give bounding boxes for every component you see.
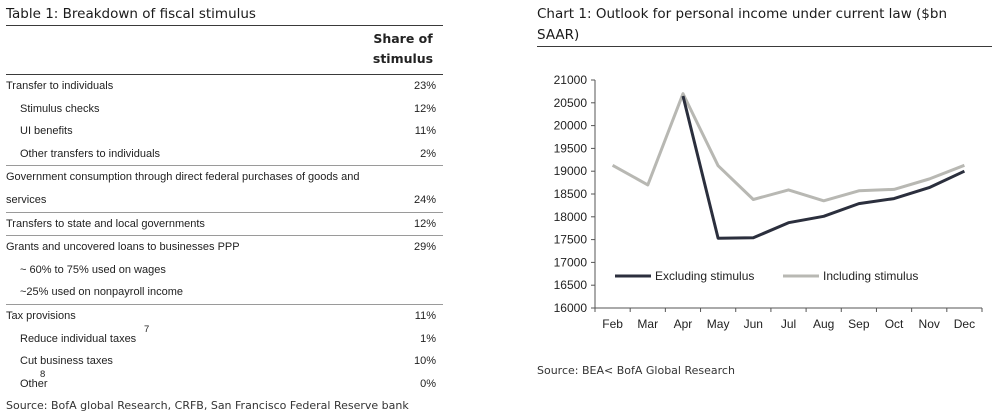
row-value: 23% [413, 80, 436, 92]
chart-title: Chart 1: Outlook for personal income und… [537, 6, 948, 43]
footnote-marker: 8 [40, 368, 46, 380]
row-label: Other [20, 377, 48, 390]
row-label: Government consumption through direct fe… [6, 171, 360, 206]
table-header-rule [6, 74, 443, 75]
row-label: Cut business taxes [20, 355, 113, 368]
y-tick-label: 19000 [554, 164, 588, 178]
row-value: 11% [414, 125, 436, 138]
series-line-including-stimulus [611, 92, 965, 203]
x-tick-label: May [707, 317, 730, 331]
table-row: Grants and uncovered loans to businesses… [6, 235, 443, 259]
row-label: Reduce individual taxes [20, 332, 137, 345]
personal-income-line-chart: 16000 16500 17000 17500 18000 18500 19000 19500… [554, 73, 983, 331]
x-tick-label: Feb [602, 317, 623, 331]
legend-label: Including stimulus [823, 269, 918, 283]
row-value: 10% [413, 355, 436, 368]
chart-source-note: Source: BEA< BofA Global Research [537, 364, 735, 377]
y-tick-label: 19500 [554, 141, 588, 155]
row-label: Other transfers to individuals [20, 147, 161, 160]
series-lines [611, 92, 966, 240]
x-tick-label: Sep [848, 317, 870, 331]
y-tick-label: 21000 [554, 73, 588, 87]
y-tick-label: 18000 [554, 210, 588, 224]
row-label: Tax provisions [6, 309, 76, 322]
table-row: Government consumption through direct fe… [6, 165, 443, 211]
row-label: ~ 60% to 75% used on wages [20, 263, 166, 276]
row-value: 0% [420, 377, 436, 390]
row-value: 24% [413, 193, 436, 206]
footnote-marker: 7 [144, 323, 150, 335]
row-value: 11% [414, 309, 436, 322]
personal-income-chart-panel: Chart 1: Outlook for personal income und… [537, 4, 992, 412]
row-label: Transfer to individuals [6, 80, 114, 92]
row-value: 1% [420, 332, 436, 345]
x-axis-ticks: Feb Mar Apr May Jun Jul Aug Sep Oct Nov Dec [594, 308, 983, 331]
column-header-line1: Share of [373, 31, 433, 46]
table-row: Tax provisions 11% [6, 303, 443, 328]
row-label: Transfers to state and local governments [6, 217, 205, 230]
legend-label: Excluding stimulus [655, 269, 754, 283]
share-column-header: Share of stimulus [363, 29, 443, 69]
fiscal-stimulus-table-panel: Table 1: Breakdown of fiscal stimulus Sh… [6, 4, 443, 414]
table-row: 7 Reduce individual taxes 1% [6, 324, 443, 351]
table-title: Table 1: Breakdown of fiscal stimulus [6, 6, 256, 22]
chart-legend: Excluding stimulus Including stimulus [615, 269, 918, 283]
y-tick-label: 16500 [554, 278, 588, 292]
y-tick-label: 16000 [554, 301, 588, 315]
x-tick-label: Oct [885, 317, 904, 331]
table-row: Cut business taxes 10% [6, 350, 443, 373]
series-line-excluding-stimulus [681, 95, 966, 240]
row-label: Stimulus checks [20, 102, 100, 115]
y-tick-label: 20000 [554, 119, 588, 133]
table-top-rule [6, 25, 443, 26]
table-row: 8 Other 0% [6, 369, 443, 396]
table-row: UI benefits 11% [6, 120, 443, 143]
row-value: 29% [413, 241, 436, 254]
x-tick-label: Jun [744, 317, 763, 331]
x-tick-label: Aug [813, 317, 834, 331]
table-row: Stimulus checks 12% [6, 98, 443, 121]
row-value: 12% [413, 102, 436, 115]
row-value: 2% [420, 147, 436, 160]
y-tick-label: 20500 [554, 96, 588, 110]
y-tick-label: 18500 [554, 187, 588, 201]
x-tick-label: Apr [674, 317, 693, 331]
row-label: Grants and uncovered loans to businesses… [6, 241, 240, 254]
table-row: ~25% used on nonpayroll income [6, 281, 443, 304]
table-row: ~ 60% to 75% used on wages [6, 259, 443, 282]
x-tick-label: Jul [781, 317, 796, 331]
table-row: Transfers to state and local governments… [6, 211, 443, 236]
y-axis-ticks: 16000 16500 17000 17500 18000 18500 19000 19500… [554, 73, 595, 315]
chart-axes [594, 80, 982, 309]
table-source-note: Source: BofA global Research, CRFB, San … [6, 399, 409, 412]
table-body: Transfer to individuals 23% Stimulus che… [6, 75, 443, 395]
y-tick-label: 17500 [554, 233, 588, 247]
row-label: ~25% used on nonpayroll income [20, 286, 183, 299]
x-tick-label: Mar [637, 317, 658, 331]
row-value: 12% [413, 217, 436, 230]
y-tick-label: 17000 [554, 255, 588, 269]
column-header-line2: stimulus [372, 51, 434, 66]
x-tick-label: Nov [919, 317, 940, 331]
table-row: Other transfers to individuals 2% [6, 143, 443, 166]
x-tick-label: Dec [954, 317, 975, 331]
row-label: UI benefits [20, 125, 73, 138]
table-row: Transfer to individuals 23% [6, 75, 443, 98]
chart-title-rule [537, 46, 992, 47]
table-header: Share of stimulus [6, 26, 443, 74]
